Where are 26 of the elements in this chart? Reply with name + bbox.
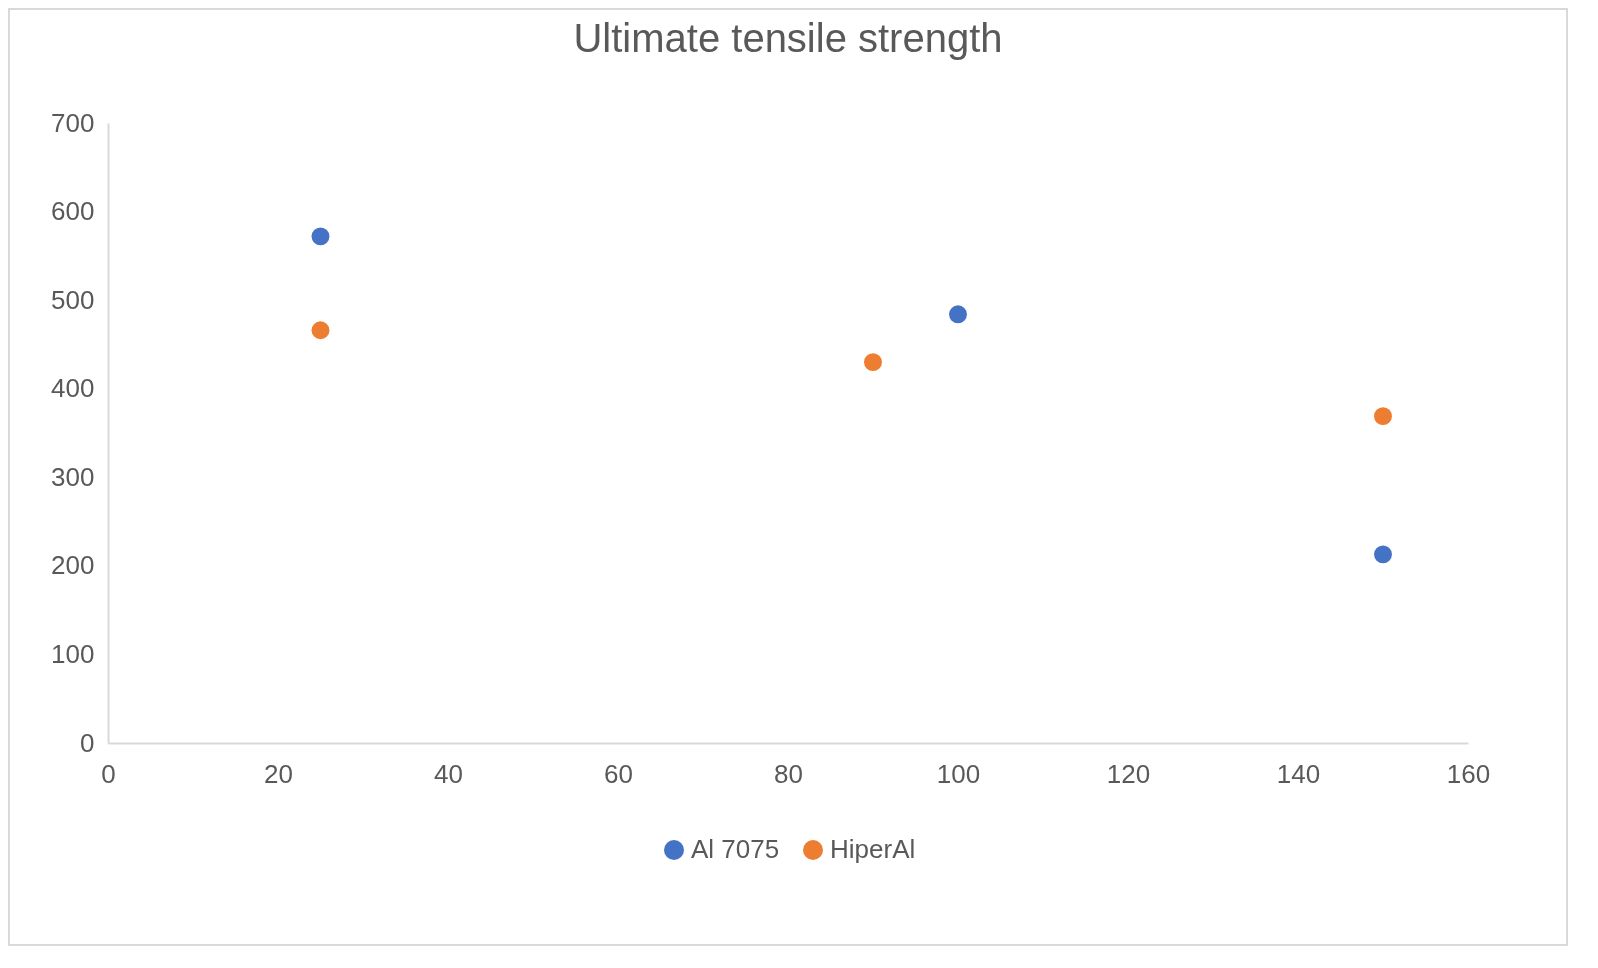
x-tick-label: 120 [1106,758,1151,789]
y-tick-label: 700 [51,107,95,138]
chart-title: Ultimate tensile strength [573,16,1003,60]
point [1374,407,1392,426]
point [949,305,967,324]
x-tick-label: 80 [774,758,803,789]
x-tick-label: 0 [101,758,116,789]
point [311,227,330,246]
x-tick-label: 60 [604,758,633,789]
x-tick-label: 100 [936,758,981,789]
point [311,321,330,340]
y-tick-label: 500 [51,284,95,315]
y-tick-label: 400 [51,373,95,404]
y-tick-label: 200 [51,550,95,581]
x-tick-label: 20 [264,758,293,789]
x-tick-label: 140 [1276,758,1321,789]
point [864,353,882,372]
legend-label: HiperAl [830,834,916,864]
x-tick-label: 40 [434,758,463,789]
point [1374,545,1392,564]
y-tick-label: 0 [80,727,95,758]
legend-label: Al 7075 [691,834,780,864]
y-tick-label: 600 [51,196,95,227]
x-tick-label: 160 [1446,758,1491,789]
y-tick-label: 100 [51,638,95,669]
y-tick-label: 300 [51,461,95,492]
